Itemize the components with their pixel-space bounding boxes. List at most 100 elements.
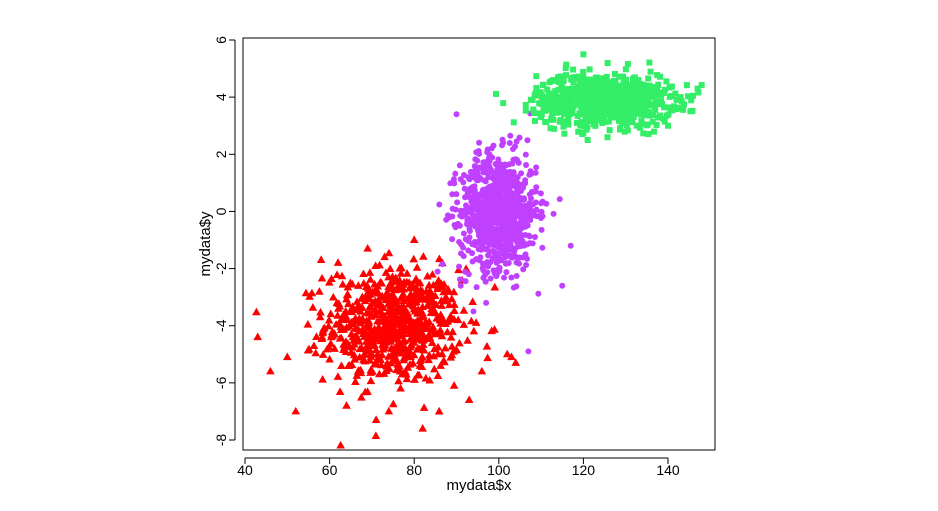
data-point-triangle xyxy=(408,358,418,367)
data-point-triangle xyxy=(429,364,439,373)
data-point-triangle xyxy=(402,352,412,360)
data-point-triangle xyxy=(394,376,403,385)
data-point-triangle xyxy=(437,331,447,340)
data-point-triangle xyxy=(303,345,313,354)
data-point-square xyxy=(563,96,570,103)
data-point-circle xyxy=(531,234,538,241)
data-point-square xyxy=(555,74,562,81)
data-point-circle xyxy=(462,194,469,201)
data-point-square xyxy=(617,125,624,132)
data-point-triangle xyxy=(391,295,401,304)
data-point-square xyxy=(493,90,500,97)
data-point-triangle xyxy=(376,360,386,369)
data-point-square xyxy=(610,104,617,111)
data-point-square xyxy=(671,103,678,110)
data-point-square xyxy=(563,61,570,68)
data-point-circle xyxy=(457,212,464,219)
data-point-triangle xyxy=(347,307,357,316)
data-point-circle xyxy=(537,190,544,197)
data-point-square xyxy=(652,99,659,106)
data-point-triangle xyxy=(360,350,370,358)
data-point-square xyxy=(617,113,624,120)
data-point-circle xyxy=(472,223,479,230)
data-point-circle xyxy=(512,198,519,205)
data-point-circle xyxy=(538,226,545,233)
data-point-square xyxy=(603,73,610,80)
data-point-circle xyxy=(512,143,519,150)
data-point-triangle xyxy=(427,304,436,313)
data-point-square xyxy=(641,105,648,112)
data-point-circle xyxy=(525,348,532,355)
data-point-circle xyxy=(539,198,546,205)
data-point-circle xyxy=(467,187,474,194)
data-point-square xyxy=(561,88,568,95)
y-tick-label: -4 xyxy=(213,319,229,332)
data-point-circle xyxy=(469,203,476,210)
data-point-triangle xyxy=(415,278,425,287)
data-point-circle xyxy=(535,290,542,297)
data-point-square xyxy=(632,82,639,89)
data-point-square xyxy=(561,111,568,118)
data-point-triangle xyxy=(400,305,410,313)
data-point-circle xyxy=(556,196,563,203)
data-point-triangle xyxy=(383,294,393,302)
data-point-circle xyxy=(465,247,472,254)
data-point-square xyxy=(582,116,589,123)
data-point-triangle xyxy=(417,352,427,361)
data-point-triangle xyxy=(382,366,391,374)
data-point-square xyxy=(643,90,650,97)
data-point-circle xyxy=(457,176,464,183)
data-point-triangle xyxy=(395,361,404,370)
data-point-square xyxy=(532,90,539,97)
data-point-circle xyxy=(502,260,509,267)
data-point-triangle xyxy=(397,284,407,292)
data-point-circle xyxy=(477,208,484,215)
data-point-square xyxy=(624,127,631,134)
plot-frame xyxy=(242,37,716,451)
data-point-square xyxy=(549,102,556,109)
data-point-triangle xyxy=(428,322,438,331)
data-point-square xyxy=(564,117,571,124)
data-point-square xyxy=(642,82,649,89)
data-point-triangle xyxy=(396,383,405,392)
data-point-circle xyxy=(466,225,473,232)
data-point-triangle xyxy=(317,332,327,341)
data-point-triangle xyxy=(431,300,441,309)
data-point-triangle xyxy=(291,406,301,415)
data-point-square xyxy=(567,111,574,118)
data-point-square xyxy=(653,122,660,129)
data-point-square xyxy=(689,92,696,99)
data-point-circle xyxy=(506,246,513,253)
data-point-circle xyxy=(494,251,501,258)
data-point-circle xyxy=(496,257,503,264)
data-point-triangle xyxy=(425,350,434,359)
data-point-square xyxy=(599,101,606,108)
data-point-circle xyxy=(520,266,527,273)
data-point-triangle xyxy=(341,311,350,320)
data-point-square xyxy=(579,82,586,89)
data-point-circle xyxy=(522,151,529,158)
data-point-square xyxy=(652,106,659,113)
data-point-triangle xyxy=(308,303,318,311)
x-tick-label: 40 xyxy=(237,462,253,478)
data-point-square xyxy=(637,81,644,88)
data-point-circle xyxy=(511,225,518,232)
data-point-circle xyxy=(506,140,513,147)
data-point-circle xyxy=(533,184,540,191)
data-point-triangle xyxy=(396,269,406,277)
data-point-circle xyxy=(519,216,526,223)
x-axis-title: mydata$x xyxy=(446,477,512,494)
data-point-triangle xyxy=(453,315,463,324)
data-point-circle xyxy=(456,222,463,229)
data-point-square xyxy=(602,86,609,93)
data-point-circle xyxy=(472,156,479,163)
data-point-triangle xyxy=(382,315,392,323)
data-point-triangle xyxy=(359,269,368,278)
data-point-square xyxy=(580,89,587,96)
data-point-circle xyxy=(443,216,450,223)
data-point-square xyxy=(683,82,690,89)
data-point-circle xyxy=(488,239,495,246)
data-point-square xyxy=(694,85,701,92)
data-point-square xyxy=(564,91,571,98)
data-point-triangle xyxy=(373,325,383,333)
